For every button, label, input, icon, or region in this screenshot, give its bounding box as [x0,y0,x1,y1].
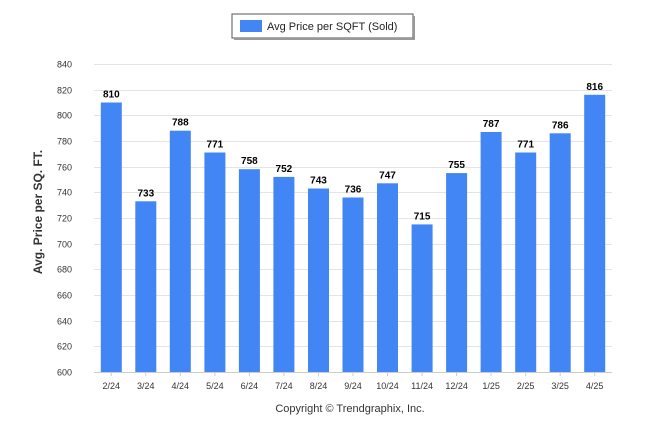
y-tick-label: 680 [57,265,72,275]
data-label: 771 [517,140,534,151]
x-axis-ticks: 2/24 3/24 4/24 5/24 6/24 7/24 8/24 9/24 10/24 11/… [103,372,604,391]
legend-shadow-bottom [234,38,415,40]
y-axis-title: Avg. Price per SQ. FT. [31,150,45,274]
x-tick-label: 11/24 [411,381,433,391]
bar [204,152,226,372]
bar [238,169,260,372]
data-label: 752 [276,164,293,175]
bar [169,130,191,372]
bar [308,188,329,372]
x-tick-label: 10/24 [376,381,399,391]
y-tick-label: 720 [57,214,72,224]
x-tick-label: 8/24 [310,381,328,391]
bar [273,176,295,372]
y-tick-label: 660 [57,291,72,301]
x-tick-label: 12/24 [445,381,468,391]
data-label: 771 [207,140,224,151]
y-tick-label: 840 [57,60,72,70]
bar [549,133,571,372]
y-tick-label: 600 [57,368,72,378]
copyright-text: Copyright © Trendgraphix, Inc. [275,403,424,415]
bar [411,224,433,372]
data-label: 786 [552,120,569,131]
y-tick-label: 740 [57,188,72,198]
x-tick-label: 1/25 [482,381,500,391]
legend-shadow-right [413,16,415,40]
x-tick-label: 4/24 [172,381,190,391]
x-tick-label: 2/24 [103,381,121,391]
bar [515,152,537,372]
x-tick-label: 7/24 [275,381,293,391]
y-tick-label: 780 [57,137,72,147]
data-label: 810 [103,90,120,101]
bar [100,102,122,372]
x-tick-label: 6/24 [241,381,259,391]
data-label: 715 [414,211,431,222]
y-tick-label: 620 [57,342,72,352]
data-label: 743 [310,176,327,187]
bars: 810 733 788 771 758 752 743 736 747 715 755 787 771 7… [100,82,606,373]
data-label: 755 [448,160,465,171]
y-axis-ticks: 600 620 640 660 680 700 720 740 760 780 800 820 840 [57,60,72,378]
bar [135,201,157,372]
legend-swatch [240,20,262,32]
bar [584,94,606,373]
data-label: 816 [586,82,603,93]
data-label: 736 [345,185,362,196]
bar [480,132,502,372]
x-tick-label: 9/24 [344,381,362,391]
x-tick-label: 5/24 [206,381,224,391]
x-tick-label: 3/25 [551,381,569,391]
y-tick-label: 800 [57,111,72,121]
legend-box [231,13,414,39]
y-tick-label: 640 [57,317,72,327]
data-label: 733 [137,188,154,199]
x-tick-label: 2/25 [517,381,535,391]
y-tick-label: 820 [57,86,72,96]
data-label: 747 [379,170,396,181]
legend[interactable]: Avg Price per SQFT (Sold) [231,13,415,40]
y-tick-label: 760 [57,163,72,173]
x-tick-label: 3/24 [137,381,155,391]
data-label: 787 [483,119,500,130]
bar [446,173,468,372]
x-tick-label: 4/25 [586,381,604,391]
legend-label: Avg Price per SQFT (Sold) [267,21,397,33]
data-label: 788 [172,118,189,129]
bar [377,183,398,372]
y-tick-label: 700 [57,240,72,250]
data-label: 758 [241,156,258,167]
bar [342,197,364,372]
